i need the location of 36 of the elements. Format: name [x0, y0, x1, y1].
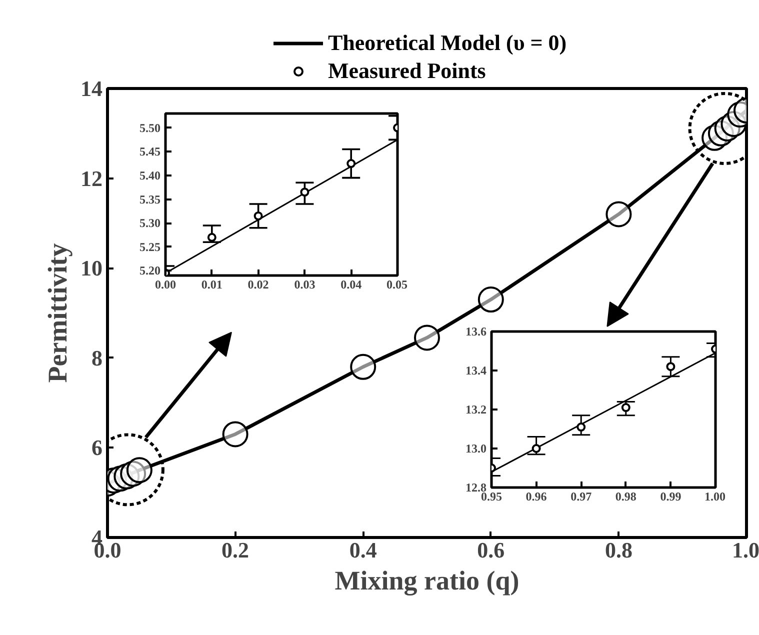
x-tick-label: 0.4 [349, 538, 377, 562]
y-tick-label: 8 [92, 345, 102, 370]
y-tick-label: 5.25 [140, 240, 160, 254]
y-tick-label: 13.6 [466, 324, 486, 338]
x-tick-label: 0.2 [222, 538, 250, 562]
x-tick-label: 0.6 [477, 538, 505, 562]
y-tick-label: 5.35 [140, 192, 160, 206]
x-tick-label: 0.8 [604, 538, 632, 562]
x-axis-title: Mixing ratio (q) [334, 566, 520, 596]
y-tick-label: 5.45 [140, 144, 160, 159]
legend-label: Measured Points [328, 58, 486, 84]
x-tick-label: 1.0 [732, 538, 759, 562]
y-tick-label: 13.4 [466, 364, 486, 378]
y-tick-label: 5.40 [140, 168, 160, 182]
x-tick-label: 0.03 [294, 278, 316, 292]
x-tick-label: 0.01 [201, 278, 222, 292]
x-tick-label: 0.04 [340, 278, 362, 292]
y-tick-label: 13.2 [466, 402, 486, 416]
y-tick-label: 14 [80, 76, 102, 101]
x-tick-label: 0.02 [248, 278, 269, 292]
y-tick-label: 6 [92, 435, 102, 460]
x-tick-label: 0.00 [155, 278, 176, 292]
x-tick-label: 1.00 [704, 490, 726, 504]
y-tick-label: 5.50 [140, 120, 160, 135]
y-tick-label: 12 [80, 166, 102, 191]
y-tick-label: 13.0 [466, 442, 486, 456]
y-tick-label: 5.20 [140, 264, 160, 278]
x-tick-label: 0.96 [526, 490, 547, 504]
x-tick-label: 0.98 [615, 490, 636, 504]
y-tick-label: 10 [80, 256, 102, 281]
legend-label: Theoretical Model (υ = 0) [328, 30, 567, 56]
y-tick-label: 5.30 [140, 216, 160, 230]
x-tick-label: 0.97 [570, 490, 592, 504]
x-tick-label: 0.99 [660, 490, 682, 504]
y-axis-title: Permittivity [42, 242, 72, 383]
x-tick-label: 0.05 [386, 278, 408, 292]
